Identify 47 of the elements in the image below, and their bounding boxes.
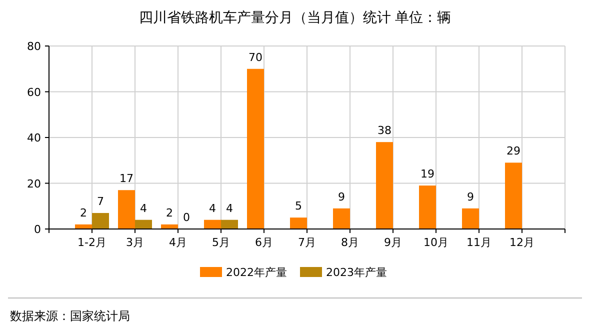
- data-label: 4: [226, 202, 233, 215]
- source-note: 数据来源：国家统计局: [10, 309, 130, 323]
- data-label: 38: [378, 124, 392, 138]
- bar: [135, 220, 152, 229]
- x-tick-label: 9月: [384, 236, 402, 249]
- bar: [92, 212, 109, 229]
- bar: [204, 220, 221, 229]
- data-label: 5: [295, 200, 302, 213]
- data-label: 70: [248, 50, 262, 64]
- y-tick-label: 20: [27, 177, 41, 190]
- x-tick-label: 7月: [298, 236, 316, 249]
- chart-title: 四川省铁路机车产量分月（当月值）统计 单位：辆: [138, 10, 452, 26]
- bar: [333, 208, 350, 229]
- data-label: 17: [120, 172, 134, 186]
- data-label: 4: [209, 202, 216, 215]
- x-tick-label: 11月: [466, 236, 492, 249]
- x-tick-label: 4月: [169, 236, 187, 249]
- x-tick-label: 5月: [212, 236, 230, 249]
- y-tick-label: 80: [27, 40, 41, 53]
- data-label: 9: [467, 190, 474, 204]
- y-tick-label: 60: [27, 86, 41, 99]
- x-tick-label: 6月: [255, 236, 273, 249]
- x-tick-label: 3月: [126, 236, 144, 249]
- x-tick-label: 1-2月: [78, 236, 106, 249]
- y-tick-label: 40: [27, 132, 41, 144]
- x-tick-label: 12月: [510, 236, 534, 249]
- data-label: 4: [140, 202, 147, 215]
- data-label: 29: [506, 144, 520, 158]
- bar: [290, 218, 307, 229]
- data-label: 2: [166, 206, 173, 220]
- data-label: 19: [420, 168, 434, 181]
- data-label: 0: [183, 211, 190, 224]
- bar: [247, 68, 264, 229]
- data-label: 9: [338, 190, 345, 204]
- y-tick-label: 0: [34, 223, 41, 236]
- legend-label: 2023年产量: [326, 266, 387, 279]
- bar: [505, 162, 522, 229]
- x-tick-label: 8月: [341, 236, 359, 249]
- bar: [221, 220, 238, 229]
- x-tick-label: 10月: [424, 236, 448, 249]
- data-label: 7: [97, 194, 104, 208]
- legend-label: 2022年产量: [226, 266, 287, 279]
- bar: [118, 190, 135, 229]
- data-label: 2: [80, 206, 87, 220]
- bar: [462, 208, 479, 229]
- bar: [376, 142, 393, 229]
- bar: [419, 186, 436, 229]
